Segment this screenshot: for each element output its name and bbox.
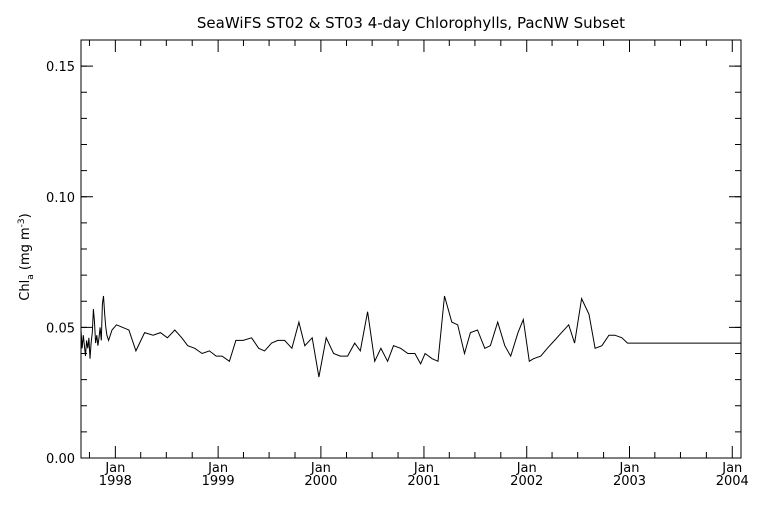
x-tick-label-year: 2004 <box>716 474 749 489</box>
y-tick-label: 0.00 <box>46 452 75 467</box>
y-axis-label: Chla (mg m-3) <box>17 213 36 300</box>
x-axis: Jan1998Jan1999Jan2000Jan2001Jan2002Jan20… <box>88 40 749 489</box>
y-axis-label-unit-close: ) <box>18 213 33 218</box>
x-tick-label-month: Jan <box>618 461 639 476</box>
y-axis: 0.00 0.05 0.10 0.15 <box>46 39 741 467</box>
chart-title: SeaWiFS ST02 & ST03 4-day Chlorophylls, … <box>197 14 625 32</box>
series-group <box>80 295 741 378</box>
y-axis-label-unit-open: (mg m <box>18 227 33 274</box>
x-tick-label-month: Jan <box>104 461 125 476</box>
x-tick-label-year: 2002 <box>510 474 543 489</box>
y-axis-label-unit-superscript: -3 <box>17 218 27 227</box>
x-tick-label-month: Jan <box>516 461 537 476</box>
y-tick-label: 0.05 <box>46 321 75 336</box>
x-tick-label-year: 2003 <box>613 474 646 489</box>
y-tick-label: 0.10 <box>46 191 75 206</box>
series-line-0 <box>80 295 741 378</box>
x-tick-label-year: 1998 <box>99 474 132 489</box>
plot-area-frame <box>80 39 742 459</box>
y-axis-label-subscript: a <box>26 274 36 280</box>
y-tick-label: 0.15 <box>46 60 75 75</box>
x-tick-label-month: Jan <box>310 461 331 476</box>
x-tick-label-month: Jan <box>413 461 434 476</box>
x-tick-label-year: 2001 <box>407 474 440 489</box>
x-tick-label-year: 2000 <box>304 474 337 489</box>
x-tick-label-month: Jan <box>721 461 742 476</box>
x-tick-label-month: Jan <box>207 461 228 476</box>
y-axis-label-main: Chl <box>18 280 33 301</box>
x-tick-label-year: 1999 <box>202 474 235 489</box>
